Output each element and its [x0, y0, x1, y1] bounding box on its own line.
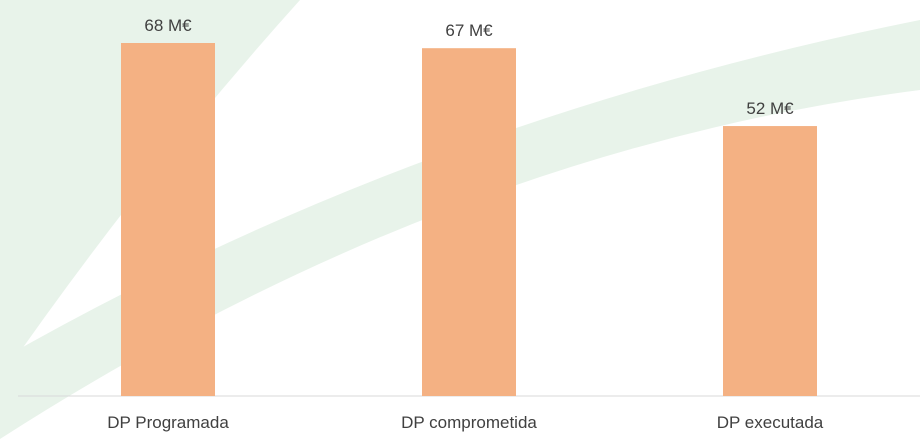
value-label-1: 68 M€: [144, 16, 192, 35]
category-label-3: DP executada: [717, 413, 824, 432]
labels-group: 68 M€ DP Programada 67 M€ DP comprometida 52…: [107, 16, 824, 432]
category-label-2: DP comprometida: [401, 413, 537, 432]
bar-2: [422, 48, 516, 397]
bars-group: [121, 43, 817, 397]
value-label-2: 67 M€: [445, 21, 493, 40]
bar-1: [121, 43, 215, 396]
category-label-1: DP Programada: [107, 413, 229, 432]
background-swoosh-arc: [0, 20, 920, 439]
background-swoosh-band: [0, 0, 300, 439]
bar-3: [723, 126, 817, 396]
value-label-3: 52 M€: [746, 99, 794, 118]
